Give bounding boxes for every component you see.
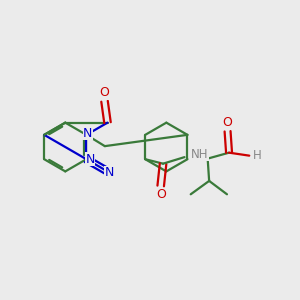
Text: N: N xyxy=(83,127,93,140)
Text: O: O xyxy=(223,116,232,130)
Text: NH: NH xyxy=(191,148,208,161)
Text: O: O xyxy=(100,86,110,99)
Text: N: N xyxy=(85,153,95,166)
Text: H: H xyxy=(253,148,262,162)
Text: O: O xyxy=(156,188,166,201)
Text: N: N xyxy=(104,167,114,179)
